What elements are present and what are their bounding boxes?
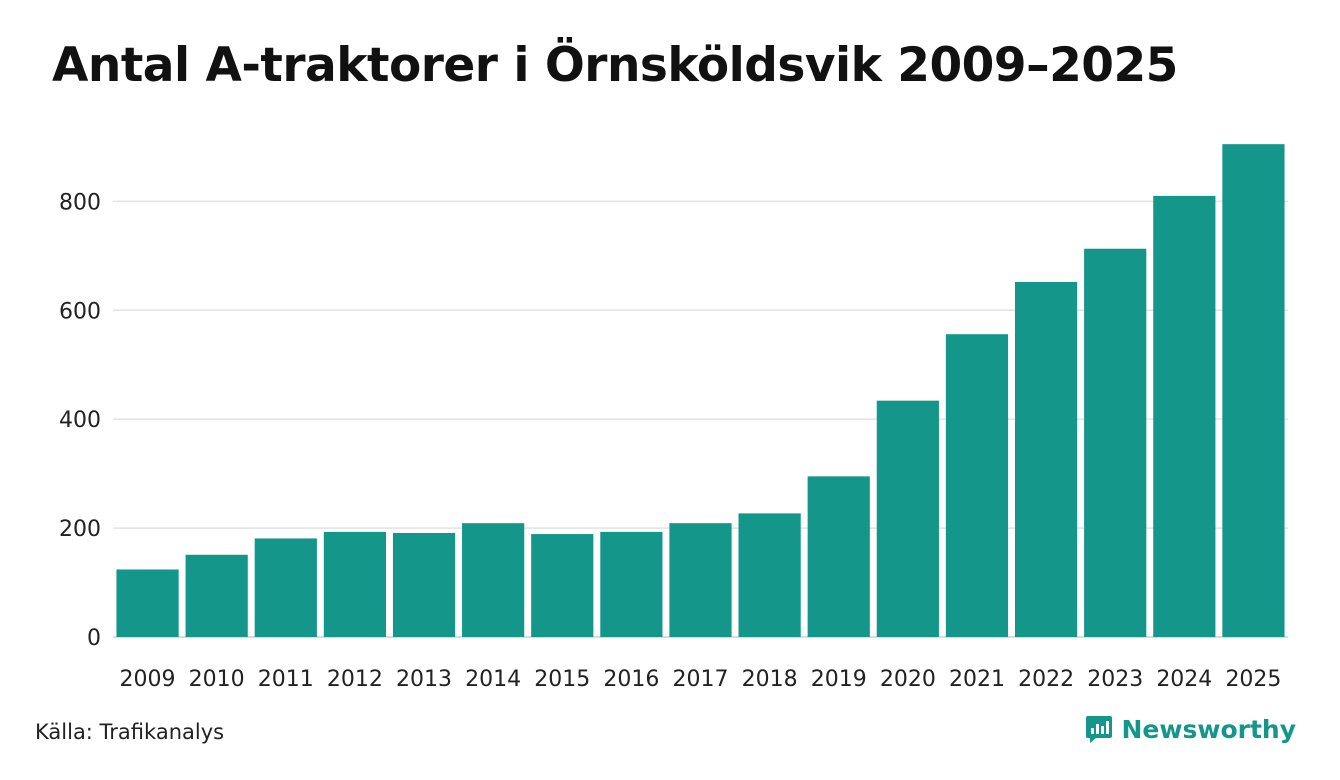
bar: [1153, 195, 1216, 638]
x-tick-label: 2020: [880, 667, 936, 692]
x-tick-label: 2017: [673, 667, 729, 692]
x-tick-label: 2016: [603, 667, 659, 692]
bar: [1014, 281, 1078, 637]
bar: [600, 531, 663, 637]
x-tick-label: 2015: [534, 667, 590, 692]
x-tick-label: 2014: [465, 667, 521, 692]
brand-name: Newsworthy: [1121, 714, 1297, 744]
bar: [462, 523, 525, 637]
chart-title: Antal A-traktorer i Örnsköldsvik 2009–20…: [52, 38, 1178, 93]
bar: [185, 554, 248, 637]
y-axis-ticks: 0 200 400 600 800: [59, 190, 101, 651]
x-tick-label: 2025: [1225, 667, 1281, 692]
bar: [1222, 144, 1285, 638]
bar: [392, 532, 456, 637]
bar: [669, 523, 732, 637]
x-axis-ticks: 2009 2010 2011 2012 2013 2014 2015 2016 2017 2018…: [120, 667, 1282, 692]
bar: [1084, 248, 1147, 637]
brand-logo: Newsworthy: [1084, 714, 1297, 744]
bar: [116, 569, 179, 637]
x-tick-label: 2010: [189, 667, 245, 692]
x-tick-label: 2021: [949, 667, 1005, 692]
x-tick-label: 2022: [1018, 667, 1074, 692]
source-note: Källa: Trafikanalys: [35, 720, 225, 744]
y-tick-label: 600: [59, 299, 101, 324]
y-tick-label: 0: [87, 626, 101, 651]
x-tick-label: 2023: [1087, 667, 1143, 692]
bar-chart-speech-bubble-icon: [1085, 716, 1112, 743]
bar: [531, 534, 594, 637]
bar: [876, 400, 939, 637]
bar: [738, 513, 801, 637]
bars: [116, 144, 1285, 638]
x-tick-label: 2012: [327, 667, 383, 692]
y-tick-label: 800: [59, 190, 101, 215]
bar: [254, 538, 317, 637]
x-tick-label: 2024: [1156, 667, 1212, 692]
y-tick-label: 200: [59, 517, 101, 542]
bar: [323, 531, 387, 637]
y-tick-label: 400: [59, 408, 101, 433]
bar: [945, 334, 1009, 637]
x-tick-label: 2013: [396, 667, 452, 692]
x-tick-label: 2011: [258, 667, 314, 692]
bar: [807, 476, 870, 637]
x-tick-label: 2009: [120, 667, 176, 692]
x-tick-label: 2018: [742, 667, 798, 692]
x-tick-label: 2019: [811, 667, 867, 692]
